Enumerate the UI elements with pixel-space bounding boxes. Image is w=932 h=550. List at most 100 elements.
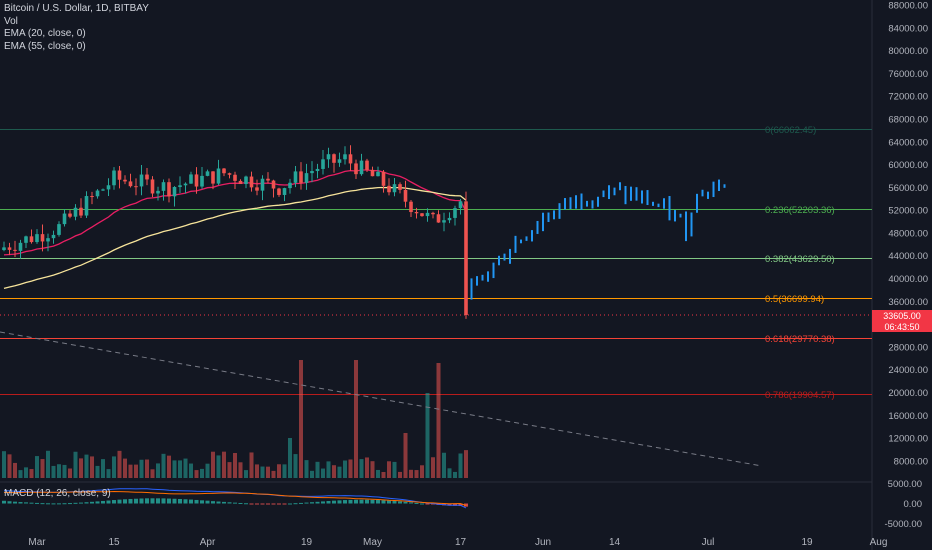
volume-bar xyxy=(145,459,149,478)
macd-histogram-bar xyxy=(134,498,138,504)
volume-bar xyxy=(156,463,160,478)
volume-bar xyxy=(222,451,226,478)
y-tick-label: 8000.00 xyxy=(894,456,928,467)
macd-histogram-bar xyxy=(79,502,83,504)
candle-body xyxy=(266,178,270,181)
candle-body xyxy=(35,234,39,243)
macd-histogram-bar xyxy=(271,503,276,505)
macd-histogram-bar xyxy=(227,502,232,504)
candle-body xyxy=(222,168,226,174)
macd-histogram-bar xyxy=(40,503,45,505)
volume-bar xyxy=(332,465,336,478)
volume-bar xyxy=(370,461,375,478)
macd-histogram-bar xyxy=(260,503,265,505)
volume-bar xyxy=(178,460,182,478)
x-tick-label: Aug xyxy=(870,537,888,548)
candle-body xyxy=(288,182,292,189)
candle-body xyxy=(348,154,353,164)
candle-body xyxy=(189,174,193,184)
candle-body xyxy=(376,171,380,177)
volume-bar xyxy=(403,433,408,478)
volume-bar xyxy=(35,456,39,478)
macd-histogram-bar xyxy=(354,499,358,504)
volume-bar xyxy=(277,464,281,478)
last-price-value: 33605.00 xyxy=(883,311,921,321)
ema20-legend[interactable]: EMA (20, close, 0) xyxy=(4,28,86,39)
candle-body xyxy=(321,159,325,169)
macd-histogram-bar xyxy=(145,498,149,504)
candle-body xyxy=(117,170,122,180)
candle-body xyxy=(277,188,281,195)
candle-body xyxy=(106,185,111,190)
volume-bar xyxy=(134,464,138,478)
candle-body xyxy=(227,173,232,175)
macd-histogram-bar xyxy=(35,502,39,504)
volume-bar xyxy=(84,454,89,478)
volume-bar xyxy=(293,454,298,478)
candle-body xyxy=(145,174,149,180)
y-tick-label: 52000.00 xyxy=(888,206,928,217)
macd-histogram-bar xyxy=(381,500,386,504)
candle-body xyxy=(249,176,254,188)
candle-body xyxy=(255,187,259,191)
macd-histogram-bar xyxy=(167,498,171,504)
macd-histogram-bar xyxy=(24,502,28,504)
volume-bar xyxy=(299,360,303,478)
y-tick-label: 68000.00 xyxy=(888,114,928,125)
volume-bar xyxy=(337,466,342,478)
macd-histogram-bar xyxy=(414,502,419,504)
candle-body xyxy=(233,174,237,181)
fibonacci-retracement[interactable]: 0(66062.45) 0.236(52203.36) 0.382(43629.50… xyxy=(0,125,872,401)
candle-body xyxy=(271,180,276,189)
candle-body xyxy=(442,220,446,223)
symbol-title[interactable]: Bitcoin / U.S. Dollar, 1D, BITBAY xyxy=(4,3,149,14)
volume-bar xyxy=(282,464,287,478)
volume-bar xyxy=(409,469,413,478)
volume-bar xyxy=(194,470,199,478)
candle-body xyxy=(24,236,28,243)
ema55-legend[interactable]: EMA (55, close, 0) xyxy=(4,40,86,52)
volume-bar xyxy=(387,461,391,478)
candle-body xyxy=(73,207,78,217)
candle-body xyxy=(354,163,358,175)
candle-body xyxy=(359,160,364,175)
y-tick-label: 88000.00 xyxy=(888,1,928,12)
fib-label-0.786: 0.786(19904.57) xyxy=(765,390,835,401)
volume-bar xyxy=(227,462,232,478)
candle-body xyxy=(337,159,342,163)
macd-histogram-bar xyxy=(343,500,347,504)
y-tick-label: 36000.00 xyxy=(888,297,928,308)
candle-body xyxy=(409,201,413,213)
volume-bar xyxy=(106,469,111,478)
candle-body xyxy=(458,201,463,209)
candle-body xyxy=(392,184,397,193)
ema55-line xyxy=(3,186,467,290)
macd-histogram-bar xyxy=(216,501,221,504)
macd-histogram-bar xyxy=(299,502,303,504)
macd-line xyxy=(3,488,467,509)
projection-bars[interactable] xyxy=(470,179,726,300)
volume-legend[interactable]: Vol xyxy=(4,15,18,27)
volume-bar xyxy=(266,466,270,478)
candle-body xyxy=(167,182,171,197)
candle-body xyxy=(79,207,83,216)
macd-histogram-bar xyxy=(288,503,292,505)
volume-bar xyxy=(172,460,177,478)
volume-bar xyxy=(24,467,28,478)
volume-bar xyxy=(95,465,100,478)
candle-body xyxy=(200,175,204,187)
macd-legend[interactable]: MACD (12, 26, close, 9) xyxy=(4,488,111,499)
volume-bar xyxy=(68,468,72,478)
macd-histogram-bar xyxy=(387,500,391,504)
macd-histogram-bar xyxy=(194,499,199,504)
candle-body xyxy=(453,208,457,218)
volume-bar xyxy=(51,465,56,478)
trend-line[interactable] xyxy=(0,331,763,467)
volume-bar xyxy=(117,450,122,478)
x-tick-label: 19 xyxy=(301,537,313,548)
volume-bar xyxy=(57,464,61,478)
macd-histogram-bar xyxy=(365,499,369,504)
volume-bar xyxy=(249,452,254,478)
macd-histogram-bar xyxy=(255,503,259,505)
